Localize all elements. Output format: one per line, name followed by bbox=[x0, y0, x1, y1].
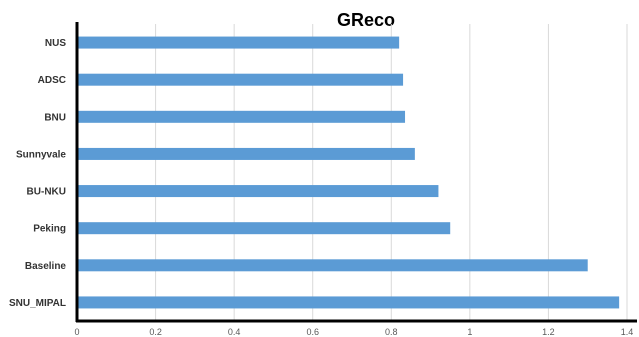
bar-baseline bbox=[77, 259, 588, 272]
x-tick-label: 0.2 bbox=[149, 327, 162, 337]
category-labels: NUS ADSC BNU Sunnyvale BU-NKU Peking Baseline S… bbox=[9, 38, 66, 309]
bar-bu-nku bbox=[77, 185, 439, 198]
x-tick-label: 0.8 bbox=[385, 327, 398, 337]
category-label: BNU bbox=[44, 112, 66, 123]
chart-title: GReco bbox=[337, 10, 395, 30]
x-tick-label: 0.6 bbox=[306, 327, 319, 337]
category-label: SNU_MIPAL bbox=[9, 298, 66, 309]
category-label: Peking bbox=[33, 224, 66, 235]
x-tick-label: 1 bbox=[467, 327, 472, 337]
gridlines bbox=[155, 24, 628, 321]
x-tick-label: 1.2 bbox=[542, 327, 555, 337]
category-label: NUS bbox=[45, 38, 66, 49]
bar-adsc bbox=[77, 73, 404, 86]
category-label: ADSC bbox=[38, 75, 66, 86]
bar-peking bbox=[77, 222, 451, 235]
category-label: BU-NKU bbox=[27, 187, 66, 198]
x-tick-label: 0 bbox=[74, 327, 79, 337]
axes: 0 0.2 0.4 0.6 0.8 1 1.2 1.4 bbox=[74, 22, 637, 337]
bar-sunnyvale bbox=[77, 147, 415, 160]
x-tick-label: 1.4 bbox=[621, 327, 634, 337]
bars bbox=[77, 36, 620, 309]
bar-bnu bbox=[77, 110, 406, 123]
x-tick-label: 0.4 bbox=[228, 327, 241, 337]
category-label: Sunnyvale bbox=[16, 149, 66, 160]
bar-nus bbox=[77, 36, 400, 49]
bar-snu-mipal bbox=[77, 296, 620, 309]
category-label: Baseline bbox=[25, 261, 67, 272]
